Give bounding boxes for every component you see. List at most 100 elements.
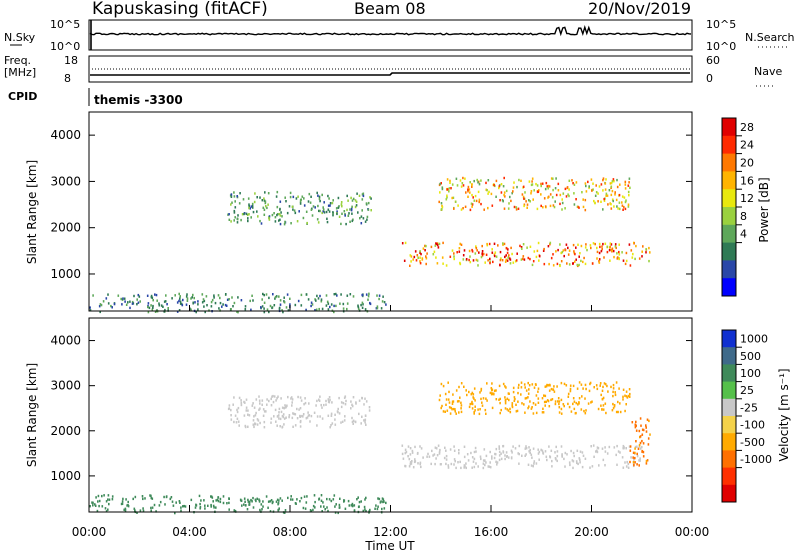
scatter-cell [489,391,492,395]
scatter-cell [524,191,526,194]
scatter-cell [322,208,325,211]
scatter-cell [558,411,561,414]
scatter-cell [579,252,581,255]
scatter-cell [428,455,431,458]
scatter-cell [636,454,639,458]
scatter-cell [577,243,579,246]
scatter-cell [509,407,511,411]
scatter-cell [417,462,419,465]
scatter-cell [354,205,357,209]
scatter-cell [452,400,455,403]
scatter-cell [520,386,523,389]
scatter-cell [155,510,157,513]
scatter-cell [622,447,624,450]
scatter-cell [264,191,266,194]
scatter-cell [507,392,510,395]
scatter-cell [616,463,618,466]
scatter-cell [164,300,167,303]
scatter-cell [433,453,436,456]
scatter-cell [558,406,561,409]
scatter-cell [520,258,523,261]
scatter-cell [252,506,255,509]
scatter-cell [529,200,531,203]
scatter-cell [522,243,525,246]
scatter-cell [342,307,345,310]
scatter-cell [150,304,152,307]
scatter-cell [299,407,302,410]
scatter-cell [562,403,565,406]
scatter-cell [326,220,329,224]
colorbar-tick-label: 4 [740,228,747,241]
scatter-cell [437,246,440,249]
scatter-cell [178,299,180,303]
scatter-cell [261,403,263,406]
scatter-cell [262,500,264,503]
scatter-cell [190,297,192,300]
scatter-cell [576,449,579,452]
scatter-cell [139,300,141,303]
scatter-cell [621,201,623,204]
scatter-cell [471,456,474,459]
scatter-cell [561,208,563,211]
scatter-cell [136,511,138,514]
scatter-cell [351,416,353,420]
scatter-cell [588,389,591,393]
scatter-cell [294,211,297,215]
scatter-cell [537,452,540,455]
scatter-cell [576,263,579,267]
scatter-cell [332,498,335,501]
scatter-cell [488,190,490,194]
scatter-cell [344,395,347,398]
scatter-cell [616,256,619,259]
scatter-cell [192,293,194,297]
scatter-cell [621,204,624,207]
scatter-cell [486,399,488,402]
scatter-cell [460,185,463,188]
scatter-cell [260,503,263,506]
scatter-cell [426,252,428,255]
scatter-cell [346,302,349,305]
scatter-cell [327,398,330,401]
scatter-cell [94,503,96,506]
scatter-cell [600,200,602,203]
scatter-cell [419,461,422,464]
scatter-cell [600,404,602,407]
scatter-cell [164,308,166,312]
scatter-cell [199,502,201,506]
scatter-cell [328,197,330,200]
scatter-cell [375,307,378,310]
scatter-cell [107,293,109,296]
scatter-cell [613,446,616,449]
scatter-cell [381,507,383,511]
scatter-cell [587,180,589,184]
scatter-cell [617,400,619,404]
scatter-cell [350,209,353,212]
scatter-cell [230,308,232,311]
scatter-cell [634,257,636,261]
scatter-cell [179,300,182,303]
scatter-cell [481,254,484,257]
scatter-cell [331,422,334,425]
scatter-cell [566,262,568,265]
scatter-cell [310,304,312,308]
scatter-cell [445,462,447,466]
scatter-cell [454,410,456,413]
scatter-cell [624,183,627,186]
scatter-cell [237,214,239,217]
scatter-cell [463,249,466,252]
colorbar-tick-label: 1000 [740,333,768,346]
scatter-cell [581,395,583,398]
scatter-cell [499,411,501,415]
scatter-cell [242,198,245,201]
scatter-cell [573,400,576,403]
scatter-cell [302,415,304,418]
scatter-cell [318,197,321,201]
scatter-cell [319,395,321,398]
scatter-cell [298,408,300,411]
scatter-cell [356,192,358,195]
scatter-cell [194,301,196,304]
scatter-cell [542,451,544,454]
scatter-cell [475,246,478,250]
scatter-cell [436,454,439,457]
